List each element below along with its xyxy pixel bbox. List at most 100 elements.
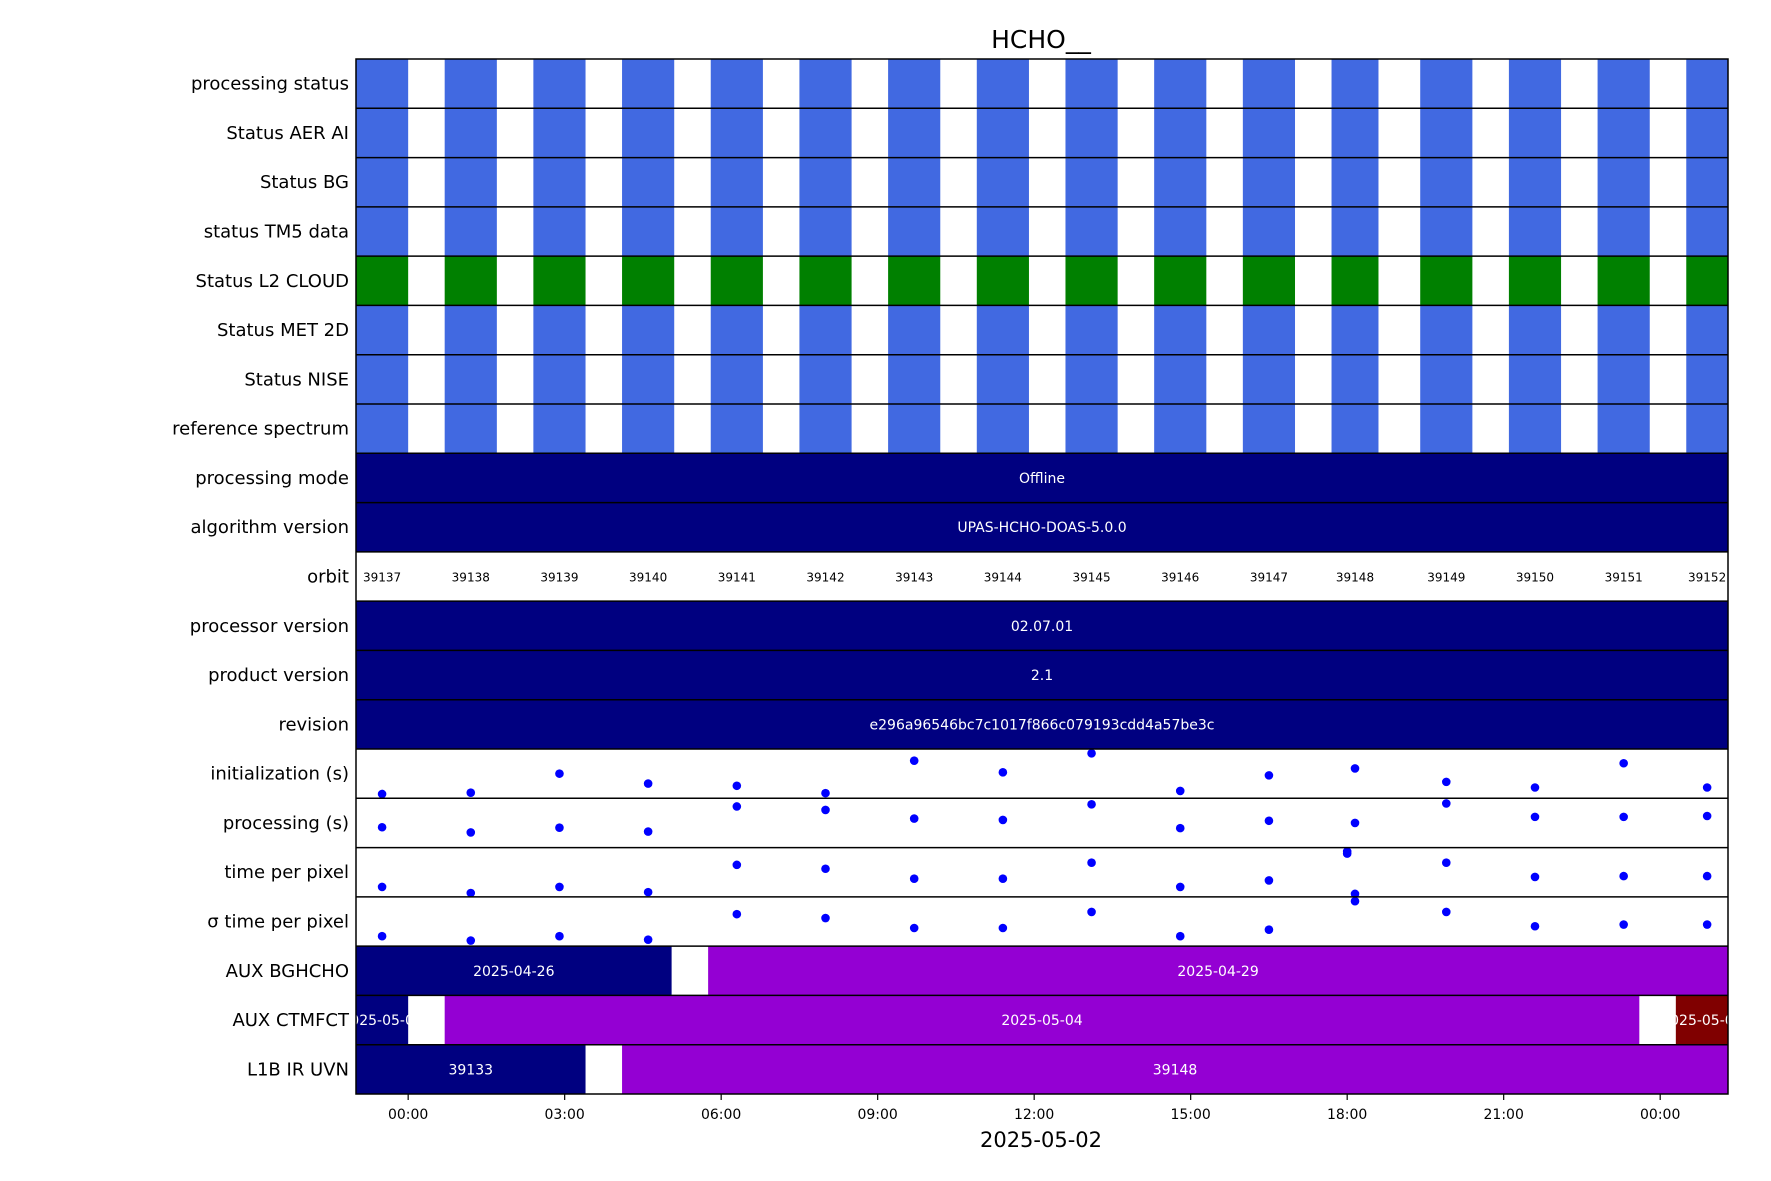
value-label: Offline (1019, 471, 1065, 487)
status-segment (1154, 108, 1207, 158)
status-segment (622, 354, 675, 404)
status-segment (1331, 256, 1379, 306)
row-label: revision (278, 714, 349, 735)
row-label: orbit (307, 567, 349, 588)
status-segment (1420, 206, 1473, 257)
data-point (821, 805, 830, 815)
status-segment (1331, 354, 1379, 404)
orbit-label: 39141 (718, 571, 756, 585)
data-point (1530, 872, 1540, 882)
data-point (998, 874, 1008, 884)
data-point (732, 860, 742, 870)
status-segment (1065, 404, 1118, 454)
orbit-label: 39148 (1336, 571, 1374, 585)
plot-area: Offline UPAS-HCHO-DOAS-5.0.0 39137 39138 391… (356, 59, 1728, 1094)
status-segment (1242, 305, 1296, 355)
status-segment (1154, 354, 1207, 404)
data-point (1264, 876, 1274, 885)
status-segment (356, 108, 409, 158)
status-segment (1508, 157, 1562, 207)
row-label: processor version (190, 616, 349, 637)
status-segment (976, 108, 1029, 158)
status-segment (1420, 305, 1473, 355)
data-point (1350, 889, 1360, 899)
orbit-label: 39144 (984, 571, 1022, 585)
status-segment (1686, 206, 1728, 257)
data-point (1619, 758, 1628, 768)
aux-bar (356, 995, 409, 1045)
status-segment (888, 256, 941, 306)
row-label: Status BG (260, 172, 349, 193)
data-point (1264, 771, 1274, 780)
status-segment (1065, 206, 1118, 257)
status-segment (1597, 108, 1650, 158)
status-segment (1065, 256, 1118, 306)
data-point (1264, 816, 1274, 826)
status-segment (533, 157, 586, 207)
aux-bar-label: 39148 (1153, 1062, 1198, 1078)
data-point (1087, 907, 1096, 917)
data-point (555, 769, 564, 778)
row-dividers (355, 58, 1729, 1095)
row-label: time per pixel (224, 862, 349, 883)
status-segment (1242, 157, 1296, 207)
row-label: initialization (s) (210, 764, 349, 785)
data-point (555, 931, 564, 941)
status-segment (1065, 108, 1118, 158)
status-segment (1597, 59, 1650, 109)
data-point (732, 909, 742, 919)
status-segment (444, 108, 497, 158)
status-segment (799, 108, 852, 158)
status-segment (444, 354, 497, 404)
aux-bar (622, 1044, 1728, 1094)
status-segment (622, 157, 675, 207)
status-segment (444, 157, 497, 207)
status-segment (1420, 354, 1473, 404)
status-segment (1508, 404, 1562, 454)
data-point (1702, 811, 1712, 821)
status-segment (622, 404, 675, 454)
data-point (1175, 786, 1185, 796)
status-segment (1597, 354, 1650, 404)
status-segment (533, 256, 586, 306)
x-axis: 00:00 03:00 06:00 09:00 12:00 15:00 18:00 21:00… (388, 1094, 1680, 1123)
row-label: processing (s) (223, 813, 349, 834)
data-point (643, 827, 653, 836)
status-segment (710, 305, 763, 355)
orbit-label: 39152 (1688, 571, 1726, 585)
x-tick-label: 21:00 (1484, 1107, 1524, 1123)
status-segment (1154, 206, 1207, 257)
data-point (998, 768, 1008, 777)
status-segment (356, 157, 409, 207)
status-segment (1686, 305, 1728, 355)
data-point (909, 874, 919, 884)
status-segment (1242, 354, 1296, 404)
orbit-label: 39139 (540, 571, 578, 585)
data-point (909, 923, 919, 933)
data-point (377, 931, 387, 941)
value-label: 02.07.01 (1011, 619, 1073, 635)
status-segment (622, 206, 675, 257)
x-tick-label: 09:00 (857, 1107, 897, 1123)
data-point (1619, 812, 1628, 822)
data-point (643, 887, 653, 897)
status-segment (1508, 108, 1562, 158)
data-point (1350, 764, 1360, 773)
value-bar (356, 650, 1728, 700)
x-axis-label: 2025-05-02 (980, 1128, 1102, 1152)
data-point (998, 923, 1008, 933)
status-segment (622, 256, 675, 306)
data-point (1702, 783, 1712, 792)
status-segment (710, 108, 763, 158)
status-segment (533, 404, 586, 454)
status-segment (1686, 256, 1728, 306)
x-tick-label: 06:00 (701, 1107, 741, 1123)
data-point (1441, 799, 1451, 808)
data-point (998, 815, 1008, 825)
status-segment (1154, 157, 1207, 207)
status-segment (710, 354, 763, 404)
x-tick-label: 03:00 (544, 1107, 584, 1123)
x-tick-label: 00:00 (1640, 1107, 1680, 1123)
status-segment (1065, 59, 1118, 109)
status-segment (976, 206, 1029, 257)
